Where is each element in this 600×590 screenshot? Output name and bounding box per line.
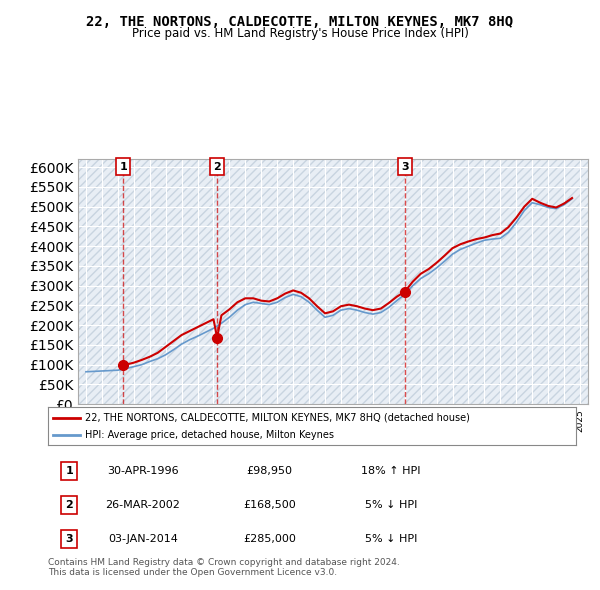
Text: £98,950: £98,950 [247,466,293,476]
Text: 22, THE NORTONS, CALDECOTTE, MILTON KEYNES, MK7 8HQ: 22, THE NORTONS, CALDECOTTE, MILTON KEYN… [86,15,514,29]
Text: This data is licensed under the Open Government Licence v3.0.: This data is licensed under the Open Gov… [48,568,337,576]
Text: 03-JAN-2014: 03-JAN-2014 [108,535,178,544]
Text: 18% ↑ HPI: 18% ↑ HPI [361,466,421,476]
Text: 2: 2 [65,500,73,510]
Text: 30-APR-1996: 30-APR-1996 [107,466,179,476]
Text: 1: 1 [65,466,73,476]
Text: £168,500: £168,500 [244,500,296,510]
Text: £285,000: £285,000 [244,535,296,544]
Text: 22, THE NORTONS, CALDECOTTE, MILTON KEYNES, MK7 8HQ (detached house): 22, THE NORTONS, CALDECOTTE, MILTON KEYN… [85,413,470,423]
Text: Contains HM Land Registry data © Crown copyright and database right 2024.: Contains HM Land Registry data © Crown c… [48,558,400,566]
Text: 1: 1 [119,162,127,172]
Text: 5% ↓ HPI: 5% ↓ HPI [365,535,418,544]
Text: 26-MAR-2002: 26-MAR-2002 [106,500,181,510]
Text: 5% ↓ HPI: 5% ↓ HPI [365,500,418,510]
Text: 3: 3 [401,162,409,172]
Text: 3: 3 [65,535,73,544]
Text: HPI: Average price, detached house, Milton Keynes: HPI: Average price, detached house, Milt… [85,430,334,440]
Text: 2: 2 [213,162,221,172]
Text: Price paid vs. HM Land Registry's House Price Index (HPI): Price paid vs. HM Land Registry's House … [131,27,469,40]
